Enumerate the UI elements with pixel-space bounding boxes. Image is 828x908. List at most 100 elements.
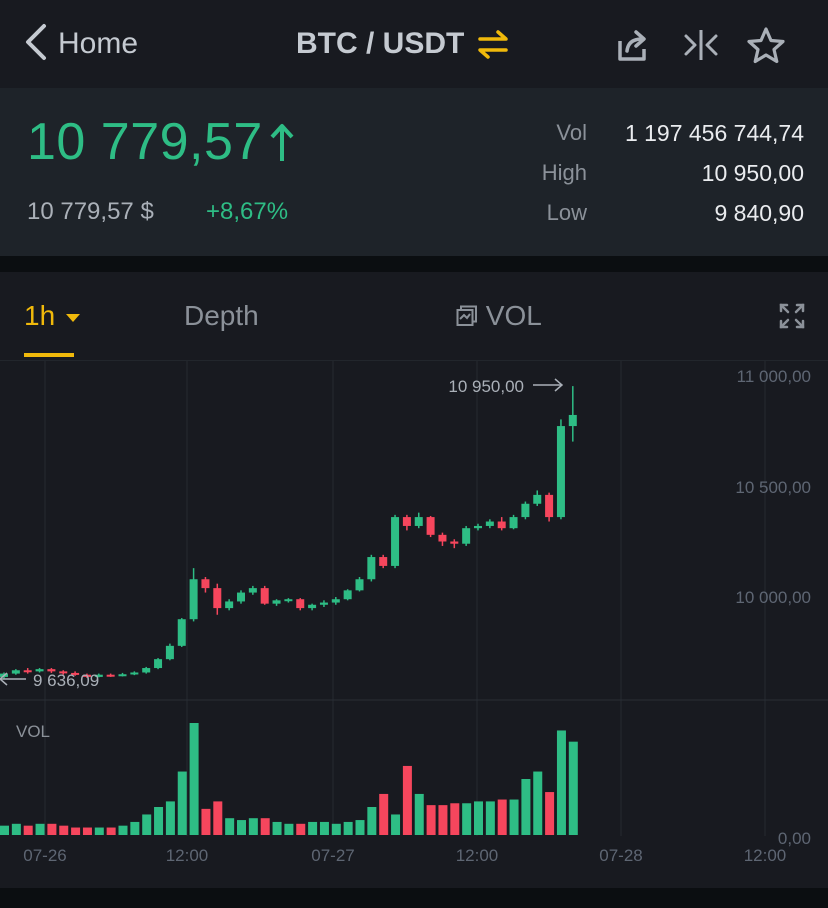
candles — [0, 386, 577, 680]
candle-body — [248, 588, 257, 593]
candle-body — [237, 592, 245, 602]
vol-value: 1 197 456 744,74 — [624, 120, 804, 146]
volume-bar — [379, 793, 389, 835]
volume-bar — [545, 792, 555, 835]
tab-interval[interactable]: 1h — [24, 300, 81, 332]
vol-tab-label: VOL — [485, 300, 542, 331]
volume-bar — [391, 814, 401, 835]
back-button[interactable]: Home — [22, 22, 138, 66]
candle-body — [485, 521, 494, 526]
x-axis: 07-26 12:00 07-27 12:00 07-28 12:00 — [23, 846, 786, 865]
candle-body — [213, 588, 222, 609]
candle-body — [568, 414, 577, 427]
volume-bar — [71, 827, 81, 835]
volume-bar — [189, 723, 199, 835]
volume-bar — [118, 825, 128, 835]
indicator-icon — [456, 300, 486, 331]
volume-bar — [402, 765, 412, 835]
volume-bar — [367, 807, 377, 835]
high-value: 10 950,00 — [701, 160, 804, 186]
volume-bar — [201, 808, 211, 835]
tab-vol[interactable]: VOL — [456, 300, 542, 332]
volume-bar — [568, 741, 578, 835]
candle-body — [414, 517, 423, 526]
candle-body — [379, 557, 388, 566]
candle-body — [118, 674, 127, 677]
candle-body — [177, 619, 186, 646]
swap-icon[interactable] — [476, 29, 510, 59]
high-label: High — [541, 160, 587, 185]
candle-body — [521, 503, 530, 518]
candle-body — [343, 590, 352, 600]
volume-bar — [59, 825, 69, 835]
candle-body — [391, 517, 400, 566]
pair-selector[interactable]: BTC / USDT — [296, 22, 510, 66]
vol-label: Vol — [556, 120, 587, 145]
volume-bar — [0, 825, 9, 835]
volume-bar — [426, 805, 436, 835]
candle-body — [450, 541, 459, 544]
volume-bar — [154, 807, 164, 835]
candle-body — [154, 659, 163, 669]
candle-body — [296, 599, 305, 609]
candle-body — [94, 674, 103, 677]
price-chart[interactable]: 11 000,00 10 500,00 10 000,00 10 950,00 … — [0, 361, 828, 888]
volume-bar — [450, 803, 460, 835]
candle-body — [142, 668, 151, 673]
candle-body — [556, 426, 565, 518]
candle-body — [11, 670, 20, 674]
candle-body — [402, 517, 411, 526]
x-tick-label: 12:00 — [166, 846, 209, 865]
chart-tabs: 1h Depth VOL — [0, 272, 828, 361]
volume-bar — [296, 823, 306, 835]
y-tick-label: 11 000,00 — [737, 367, 811, 386]
candle-body — [462, 528, 471, 544]
y-tick-label: 10 000,00 — [735, 588, 811, 607]
candle-body — [272, 600, 281, 604]
candle-body — [71, 672, 80, 675]
candle-body — [308, 604, 317, 609]
volume-bar — [260, 818, 270, 835]
volume-bar — [225, 818, 235, 835]
volume-bar — [130, 821, 140, 835]
last-price: 10 779,57 — [27, 113, 263, 171]
candle-body — [225, 601, 234, 609]
caret-down-icon — [63, 300, 81, 331]
volume-bar — [485, 801, 495, 835]
volume-bar — [106, 827, 116, 835]
candle-body — [509, 517, 518, 529]
compare-icon[interactable] — [682, 24, 720, 66]
fiat-price: 10 779,57 $ — [27, 198, 154, 225]
volume-bar — [177, 771, 187, 835]
fullscreen-icon[interactable] — [778, 302, 806, 337]
max-price-label: 10 950,00 — [448, 377, 524, 396]
star-icon[interactable] — [746, 24, 786, 66]
top-nav: Home BTC / USDT — [0, 0, 828, 88]
volume-bar — [521, 779, 531, 835]
tab-depth[interactable]: Depth — [184, 300, 259, 331]
candle-body — [497, 521, 506, 529]
candle-body — [533, 494, 542, 504]
x-tick-label: 12:00 — [456, 846, 499, 865]
candle-body — [47, 669, 56, 672]
chart-grid — [0, 361, 828, 836]
candle-body — [130, 672, 139, 675]
volume-bar — [82, 827, 92, 835]
y-axis: 11 000,00 10 500,00 10 000,00 — [735, 367, 811, 607]
volume-bar — [94, 827, 104, 835]
volume-bar — [11, 823, 21, 835]
x-tick-label: 07-28 — [599, 846, 642, 865]
volume-bar — [248, 818, 258, 835]
candle-body — [35, 669, 44, 672]
volume-bar — [462, 803, 472, 835]
volume-bar — [47, 823, 57, 835]
volume-bar — [474, 801, 483, 835]
volume-bar — [308, 821, 318, 835]
share-icon[interactable] — [614, 24, 650, 66]
candle-body — [438, 534, 447, 542]
min-price-label: 9 636,09 — [33, 671, 99, 690]
volume-bar — [343, 821, 353, 835]
volume-bar — [272, 821, 282, 835]
section-divider — [0, 256, 828, 272]
bottom-edge — [0, 888, 828, 908]
